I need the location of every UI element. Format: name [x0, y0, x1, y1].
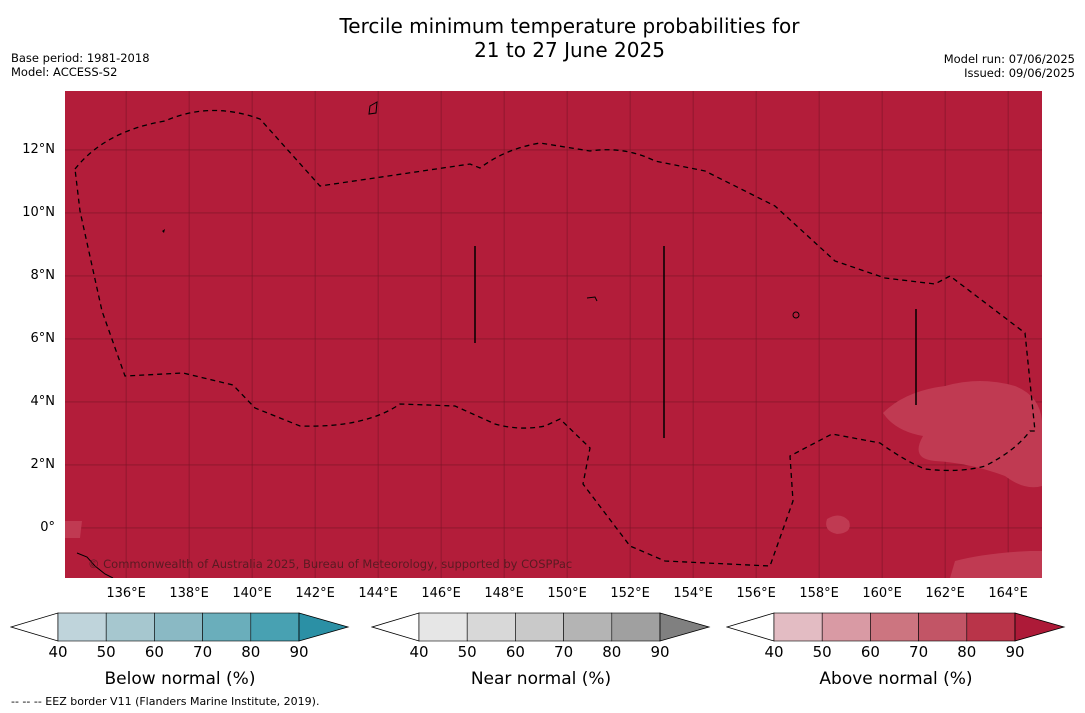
eez-border: [74, 109, 1036, 567]
copyright-text: © Commonwealth of Australia 2025, Bureau…: [88, 557, 573, 571]
longitude-label: 136°E: [106, 586, 146, 601]
colorbar-segment: [202, 612, 252, 642]
base-period-text: Base period: 1981-2018: [11, 51, 150, 65]
longitude-label: 156°E: [736, 586, 776, 601]
issued-text: Issued: 09/06/2025: [964, 66, 1075, 80]
map-title-line2: 21 to 27 June 2025: [474, 38, 665, 62]
probability-patches: [65, 381, 1042, 578]
colorbar-tick-label: 70: [554, 643, 574, 661]
longitude-label: 160°E: [862, 586, 902, 601]
colorbar-below-title: Below normal (%): [104, 669, 256, 689]
colorbar-segment: [466, 612, 516, 642]
model-run-text: Model run: 07/06/2025: [943, 52, 1075, 66]
island-lines: [76, 101, 917, 578]
longitude-label: 144°E: [358, 586, 398, 601]
colorbar-segment: [918, 612, 968, 642]
map-title: Tercile minimum temperature probabilitie…: [0, 14, 1085, 62]
longitude-label: 148°E: [484, 586, 524, 601]
patch-east: [883, 381, 1042, 488]
longitude-label: 142°E: [295, 586, 335, 601]
map-panel: © Commonwealth of Australia 2025, Bureau…: [65, 91, 1042, 578]
patch-west: [65, 521, 82, 538]
longitude-label: 162°E: [925, 586, 965, 601]
model-text: Model: ACCESS-S2: [11, 65, 118, 79]
longitude-label: 158°E: [799, 586, 839, 601]
colorbar-tick-label: 50: [812, 643, 832, 661]
longitude-label: 164°E: [988, 586, 1028, 601]
longitude-label: 146°E: [421, 586, 461, 601]
colorbar-segment: [966, 612, 1016, 642]
colorbar-segment: [154, 612, 203, 642]
latitude-label: 2°N: [30, 456, 56, 472]
colorbar-tick-label: 40: [409, 643, 429, 661]
latitude-label: 12°N: [22, 141, 55, 157]
colorbar-tick-label: 50: [457, 643, 477, 661]
colorbar-tick-label: 70: [193, 643, 213, 661]
patch-small-1: [826, 515, 850, 534]
colorbar-below-normal: [10, 612, 350, 642]
colorbar-segment: [515, 612, 564, 642]
colorbar-segment: [870, 612, 919, 642]
colorbar-tick-label: 90: [650, 643, 670, 661]
latitude-label: 4°N: [30, 393, 56, 409]
longitude-label: 154°E: [673, 586, 713, 601]
colorbar-segment: [611, 612, 661, 642]
colorbar-extend-low: [10, 612, 59, 642]
colorbar-tick-label: 90: [289, 643, 309, 661]
colorbar-tick-label: 50: [96, 643, 116, 661]
graticule: [65, 91, 1042, 578]
colorbar-tick-label: 40: [764, 643, 784, 661]
longitude-label: 152°E: [610, 586, 650, 601]
colorbar-tick-label: 60: [144, 643, 164, 661]
latitude-label: 0°: [40, 519, 55, 535]
colorbar-extend-low: [371, 612, 420, 642]
colorbar-extend-high: [1014, 612, 1066, 642]
colorbar-segment: [105, 612, 155, 642]
colorbar-near-title: Near normal (%): [470, 669, 612, 689]
colorbar-tick-label: 60: [505, 643, 525, 661]
colorbar-segment: [563, 612, 613, 642]
colorbar-segment: [250, 612, 300, 642]
meta-right: Model run: 07/06/2025 Issued: 09/06/2025: [944, 52, 1075, 80]
colorbar-tick-label: 40: [48, 643, 68, 661]
colorbar-segment: [821, 612, 871, 642]
colorbar-above-normal: [726, 612, 1066, 642]
patch-south-east: [950, 551, 1042, 578]
colorbar-above-title: Above normal (%): [819, 669, 973, 689]
colorbar-extend-low: [726, 612, 775, 642]
colorbar-extend-high: [659, 612, 711, 642]
latitude-label: 6°N: [30, 330, 56, 346]
longitude-label: 140°E: [232, 586, 272, 601]
colorbar-segment: [418, 612, 468, 642]
meta-left: Base period: 1981-2018 Model: ACCESS-S2: [11, 51, 150, 79]
colorbar-segment: [57, 612, 107, 642]
longitude-label: 138°E: [169, 586, 209, 601]
colorbar-tick-label: 80: [241, 643, 261, 661]
colorbar-segment: [773, 612, 823, 642]
colorbar-tick-label: 90: [1005, 643, 1025, 661]
colorbar-tick-label: 60: [860, 643, 880, 661]
latitude-label: 8°N: [30, 267, 56, 283]
colorbar-tick-label: 80: [957, 643, 977, 661]
map-title-line1: Tercile minimum temperature probabilitie…: [339, 14, 800, 38]
colorbar-extend-high: [298, 612, 350, 642]
colorbar-tick-label: 70: [909, 643, 929, 661]
colorbar-tick-label: 80: [602, 643, 622, 661]
eez-footnote: -- -- -- EEZ border V11 (Flanders Marine…: [11, 695, 320, 708]
map-canvas: [65, 91, 1042, 578]
longitude-label: 150°E: [547, 586, 587, 601]
latitude-label: 10°N: [22, 204, 55, 220]
colorbar-near-normal: [371, 612, 711, 642]
